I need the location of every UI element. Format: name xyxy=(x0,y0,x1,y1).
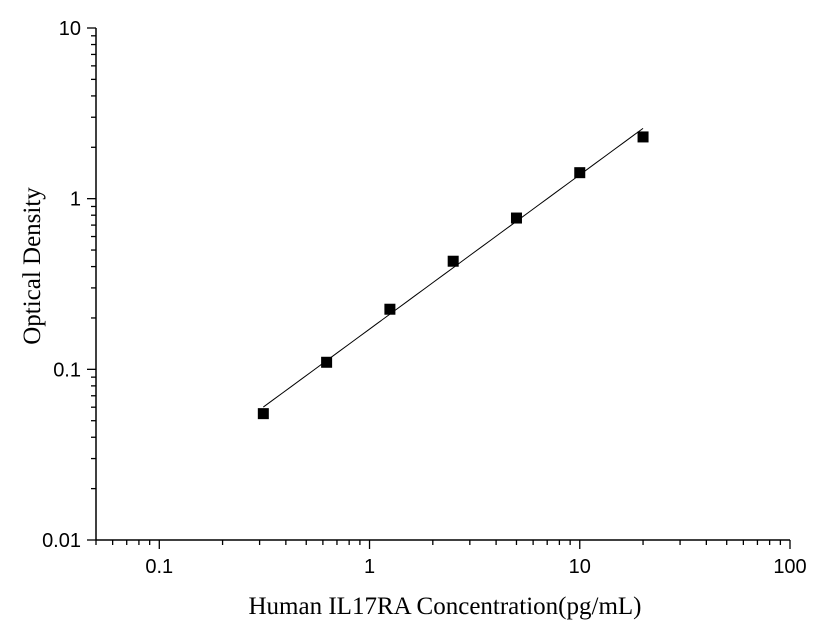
x-tick-label: 10 xyxy=(569,556,591,578)
tick-labels: 0.1 1 10 100 0.01 0.1 1 10 xyxy=(42,18,807,578)
points xyxy=(257,131,649,420)
data-point xyxy=(510,212,522,224)
data-point xyxy=(321,356,333,368)
y-tick-label: 0.1 xyxy=(53,359,81,381)
y-tick-label: 0.01 xyxy=(42,530,81,552)
x-axis-title: Human IL17RA Concentration(pg/mL) xyxy=(249,593,642,620)
fit-line-group xyxy=(263,127,644,408)
data-point xyxy=(574,167,586,179)
axes xyxy=(95,28,790,541)
ticks xyxy=(87,27,791,549)
x-tick-label: 100 xyxy=(773,556,806,578)
x-tick-label: 1 xyxy=(364,556,375,578)
y-tick-label: 10 xyxy=(59,18,81,40)
x-tick-label: 0.1 xyxy=(145,556,173,578)
data-point xyxy=(384,303,396,315)
y-tick-label: 1 xyxy=(70,189,81,211)
fit-line xyxy=(263,127,644,408)
data-point xyxy=(637,131,649,143)
data-point xyxy=(257,408,269,420)
data-point xyxy=(447,255,459,267)
y-axis-title: Optical Density xyxy=(19,187,46,345)
